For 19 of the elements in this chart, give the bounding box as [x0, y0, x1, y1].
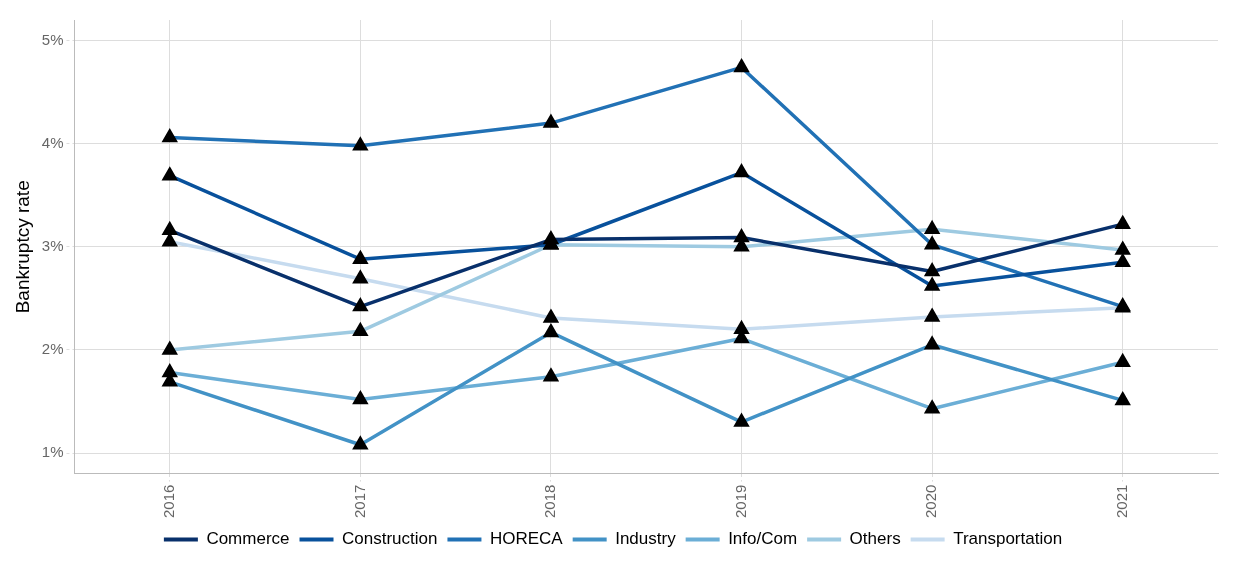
- y-tick-label: 5%: [41, 30, 64, 48]
- legend-label: Info/Com: [728, 529, 798, 549]
- legend-label: Construction: [342, 529, 438, 549]
- legend-label: HORECA: [489, 529, 564, 549]
- x-tick-label: 2020: [922, 484, 940, 519]
- x-tick-label: 2021: [1112, 484, 1130, 519]
- legend-label: Commerce: [206, 529, 290, 549]
- legend-label: Industry: [615, 529, 677, 549]
- legend-label: Others: [849, 529, 901, 549]
- y-axis-title: Bankruptcy rate: [11, 180, 33, 314]
- legend-label: Transportation: [953, 529, 1063, 549]
- x-tick-label: 2017: [350, 484, 368, 519]
- x-tick-label: 2016: [159, 484, 177, 519]
- y-tick-label: 3%: [41, 236, 64, 254]
- x-tick-label: 2019: [731, 484, 749, 519]
- y-tick-label: 4%: [41, 133, 64, 151]
- y-tick-label: 1%: [41, 443, 64, 461]
- x-tick-label: 2018: [541, 484, 559, 519]
- y-tick-label: 2%: [41, 340, 64, 358]
